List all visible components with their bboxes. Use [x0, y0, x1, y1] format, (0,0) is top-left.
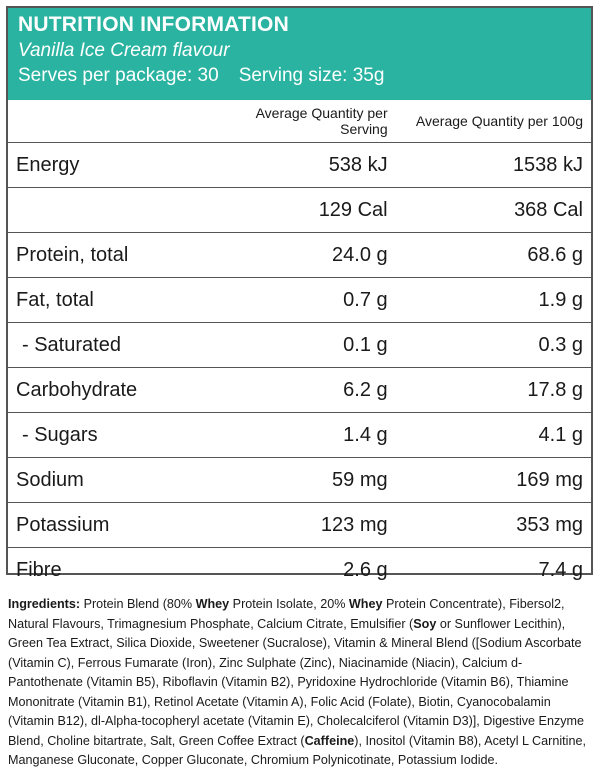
value-per-100g: 4.1 g: [395, 412, 591, 458]
serving-info: Serves per package: 30 Serving size: 35g: [18, 63, 583, 88]
table-row: - Saturated 0.1 g 0.3 g: [8, 322, 591, 368]
panel-title: NUTRITION INFORMATION: [18, 13, 289, 36]
serves-per-package: Serves per package: 30: [18, 65, 219, 86]
value-per-serving: 2.6 g: [197, 547, 396, 592]
table-row: Fibre 2.6 g 7.4 g: [8, 547, 591, 592]
column-header-100g: Average Quantity per 100g: [415, 113, 583, 129]
table-row: Protein, total 24.0 g 68.6 g: [8, 232, 591, 278]
value-per-100g: 1.9 g: [395, 277, 591, 323]
value-per-serving: 1.4 g: [197, 412, 396, 458]
value-per-serving: 24.0 g: [197, 232, 396, 278]
panel-header: NUTRITION INFORMATION Vanilla Ice Cream …: [8, 8, 591, 100]
nutrient-label: - Sugars: [8, 412, 198, 458]
column-header-serving: Average Quantity per Serving: [255, 105, 388, 137]
nutrition-panel: NUTRITION INFORMATION Vanilla Ice Cream …: [6, 6, 593, 592]
value-per-100g: 368 Cal: [395, 187, 591, 233]
allergen-text: Soy: [413, 616, 437, 631]
ingredient-text: Protein Concentrate), Fibersol2, Natural…: [8, 597, 565, 631]
nutrient-label: Energy: [8, 142, 198, 188]
ingredient-text: or Sunflower Lecithin), Green Tea Extrac…: [8, 616, 585, 748]
ingredient-text: Protein Blend (80%: [83, 597, 196, 611]
nutrient-label: Sodium: [8, 457, 198, 503]
ingredients-text: Ingredients: Protein Blend (80% Whey Pro…: [8, 595, 594, 771]
value-per-100g: 1538 kJ: [395, 142, 591, 188]
table-row: 129 Cal 368 Cal: [8, 187, 591, 233]
value-per-serving: 123 mg: [197, 502, 396, 548]
ingredient-text: ), Inositol (Vitamin B8), Acetyl L Carni…: [8, 733, 586, 768]
allergen-text: Whey: [348, 597, 383, 611]
nutrient-label: Fibre: [8, 547, 198, 592]
ingredient-text: Protein Isolate, 20%: [229, 597, 349, 611]
value-per-100g: 7.4 g: [395, 547, 591, 592]
flavour-label: Vanilla Ice Cream flavour: [18, 40, 230, 61]
nutrient-label: Fat, total: [8, 277, 198, 323]
value-per-serving: 0.1 g: [197, 322, 396, 368]
nutrient-label: Carbohydrate: [8, 367, 198, 413]
header-blank: [8, 100, 197, 143]
table-row: - Sugars 1.4 g 4.1 g: [8, 412, 591, 458]
value-per-serving: 6.2 g: [197, 367, 396, 413]
value-per-serving: 538 kJ: [197, 142, 396, 188]
nutrient-label: - Saturated: [8, 322, 198, 368]
allergen-text: Whey: [195, 597, 230, 611]
value-per-serving: 0.7 g: [197, 277, 396, 323]
allergen-text: Caffeine: [304, 733, 355, 748]
value-per-100g: 353 mg: [395, 502, 591, 548]
serving-size: Serving size: 35g: [238, 65, 385, 86]
nutrient-label: [8, 187, 198, 233]
value-per-100g: 0.3 g: [395, 322, 591, 368]
ingredients-heading: Ingredients:: [8, 597, 81, 611]
nutrition-table: Average Quantity per Serving Average Qua…: [8, 100, 591, 592]
table-row: Sodium 59 mg 169 mg: [8, 457, 591, 503]
table-row: Energy 538 kJ 1538 kJ: [8, 142, 591, 188]
nutrient-label: Protein, total: [8, 232, 198, 278]
table-header-row: Average Quantity per Serving Average Qua…: [8, 100, 591, 143]
table-row: Potassium 123 mg 353 mg: [8, 502, 591, 548]
value-per-serving: 129 Cal: [197, 187, 396, 233]
nutrient-label: Potassium: [8, 502, 198, 548]
value-per-100g: 68.6 g: [395, 232, 591, 278]
table-row: Carbohydrate 6.2 g 17.8 g: [8, 367, 591, 413]
table-row: Fat, total 0.7 g 1.9 g: [8, 277, 591, 323]
value-per-serving: 59 mg: [197, 457, 396, 503]
value-per-100g: 17.8 g: [395, 367, 591, 413]
value-per-100g: 169 mg: [395, 457, 591, 503]
